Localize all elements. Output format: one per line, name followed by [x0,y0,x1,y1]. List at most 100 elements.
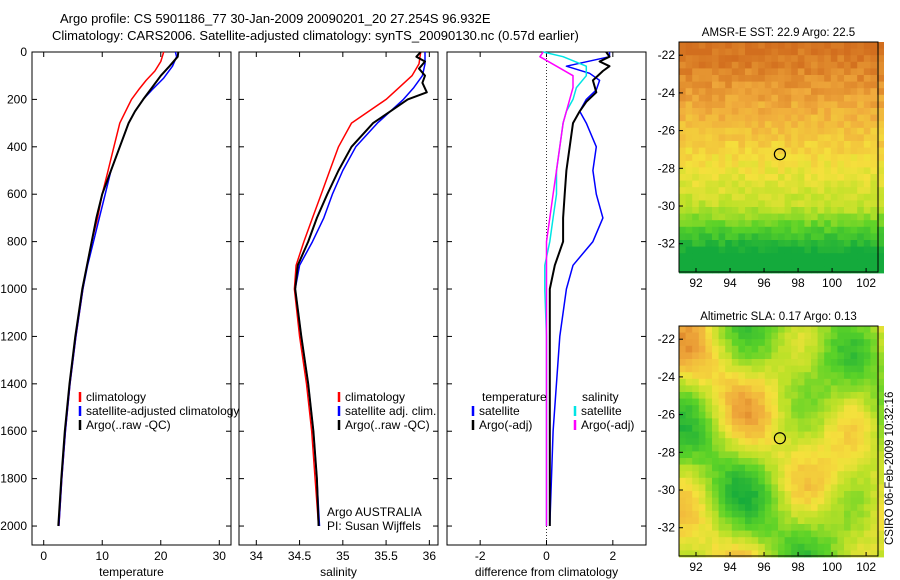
heatmap-cell [712,365,719,373]
heatmap-cell [791,491,799,498]
heatmap-cell [857,365,865,373]
heatmap-cell [712,411,719,419]
heatmap-cell [817,471,825,479]
heatmap-cell [817,405,825,413]
heatmap-cell [705,497,713,505]
heatmap-cell [811,94,818,102]
heatmap-cell [751,226,759,234]
heatmap-cell [778,372,785,380]
heatmap-cell [685,68,693,76]
heatmap-cell [870,207,878,214]
heatmap-cell [784,359,792,366]
heatmap-cell [692,147,700,155]
heatmap-cell [771,187,779,195]
heatmap-cell [738,220,746,228]
x-tick-label: -2 [475,549,486,563]
heatmap-cell [692,114,700,122]
heatmap-cell [738,200,746,208]
heatmap-cell [830,81,838,89]
heatmap-cell [712,458,719,465]
heatmap-cell [830,167,838,175]
heatmap-cell [698,121,706,129]
heatmap-cell [870,385,878,393]
heatmap-cell [778,378,785,386]
heatmap-cell [784,61,792,69]
heatmap-cell [712,134,719,142]
heatmap-cell [751,167,759,175]
heatmap-cell [751,365,759,373]
heatmap-cell [705,464,713,472]
x-tick-label: 35.5 [374,549,398,563]
heatmap-cell [844,392,851,399]
heatmap-cell [778,226,785,234]
heatmap-cell [698,345,706,353]
heatmap-cell [764,108,772,115]
heatmap-cell [771,332,779,340]
heatmap-cell [784,550,792,558]
heatmap-cell [804,497,812,505]
heatmap-cell [830,220,838,228]
heatmap-cell [692,259,700,267]
heatmap-cell [685,207,693,214]
heatmap-cell [850,438,858,446]
heatmap-cell [731,438,739,446]
heatmap-cell [771,497,779,505]
heatmap-cell [824,484,832,492]
heatmap-cell [698,187,706,195]
heatmap-cell [692,425,700,432]
heatmap-cell [877,332,884,340]
heatmap-cell [877,246,884,254]
heatmap-cell [705,108,713,115]
heatmap-cell [844,425,851,432]
heatmap-cell [824,81,832,89]
heatmap-cell [844,55,851,63]
heatmap-cell [850,167,858,175]
heatmap-cell [804,147,812,155]
heatmap-cell [771,55,779,63]
heatmap-cell [830,418,838,426]
heatmap-cell [745,332,752,340]
heatmap-cell [870,497,878,505]
heatmap-cell [863,160,871,168]
heatmap-cell [791,530,799,538]
heatmap-cell [738,418,746,426]
heatmap-cell [863,339,871,347]
heatmap-cell [738,385,746,393]
heatmap-cell [738,75,746,82]
heatmap-cell [764,88,772,96]
heatmap-cell [745,359,752,366]
heatmap-cell [758,141,766,148]
heatmap-cell [698,207,706,214]
heatmap-cell [863,127,871,135]
heatmap-cell [830,517,838,525]
heatmap-cell [731,75,739,82]
heatmap-cell [751,425,759,432]
heatmap-cell [850,530,858,538]
heatmap-cell [705,213,713,221]
heatmap-cell [764,378,772,386]
heatmap-cell [745,378,752,386]
map-frame [678,325,879,557]
heatmap-cell [824,266,832,274]
heatmap-cell [718,444,726,452]
heatmap-cell [738,253,746,261]
heatmap-cell [837,332,845,340]
heatmap-cell [731,510,739,518]
heatmap-cell [811,193,818,201]
heatmap-cell [778,491,785,498]
heatmap-cell [692,418,700,426]
heatmap-cell [797,127,805,135]
heatmap-cell [745,108,752,115]
heatmap-cell [877,81,884,89]
heatmap-cell [811,497,818,505]
heatmap-cell [837,326,845,333]
heatmap-cell [679,226,686,234]
heatmap-cell [698,497,706,505]
heatmap-cell [731,471,739,479]
heatmap-cell [751,444,759,452]
heatmap-cell [817,61,825,69]
heatmap-cell [844,411,851,419]
heatmap-cell [712,114,719,122]
heatmap-cell [712,101,719,109]
heatmap-cell [830,550,838,558]
